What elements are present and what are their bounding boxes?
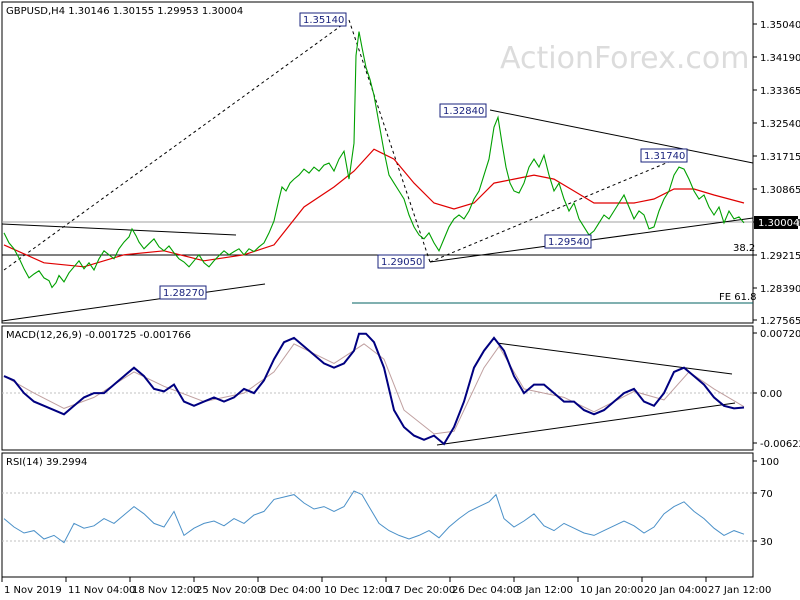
macd-panel-frame (1, 325, 754, 451)
price-y-tick-label-3: 1.32540 (760, 119, 800, 130)
x-tick-label-1: 11 Nov 04:00 (68, 585, 135, 596)
callout-131740: 1.31740 (640, 148, 688, 163)
macd-layer (2, 332, 753, 446)
rsi-y-axis: 100 70 30 (753, 457, 779, 548)
price-y-tick-label-4: 1.31715 (760, 152, 800, 163)
current-price-tag: 1.30004 (754, 216, 799, 229)
callout-129050: 1.29050 (377, 254, 425, 269)
callout-129050-text: 1.29050 (381, 257, 422, 268)
x-tick-label-2: 18 Nov 12:00 (132, 585, 199, 596)
fib-38-label: 38.2 (733, 243, 755, 254)
x-tick-label-3: 25 Nov 20:00 (196, 585, 263, 596)
x-tick-label-11: 27 Jan 12:00 (708, 585, 771, 596)
callout-128270-text: 1.28270 (163, 288, 204, 299)
rsi-label: RSI(14) 39.2994 (6, 457, 87, 468)
moving-average-line (3, 148, 745, 268)
left-upper-trendline (1, 223, 237, 236)
callout-131740-text: 1.31740 (644, 151, 685, 162)
dotted-right-uptrend (429, 152, 691, 263)
triangle-upper-trendline (489, 109, 754, 164)
x-tick-label-10: 20 Jan 04:00 (644, 585, 707, 596)
rsi-layer (2, 490, 753, 544)
x-tick-label-8: 3 Jan 12:00 (516, 585, 573, 596)
x-tick-label-5: 10 Dec 12:00 (324, 585, 391, 596)
macd-main-line (3, 332, 745, 446)
rsi-panel-frame (1, 452, 754, 578)
x-tick-label-9: 10 Jan 20:00 (580, 585, 643, 596)
dotted-down-line (348, 19, 431, 263)
price-y-tick-label-1: 1.34190 (760, 53, 800, 64)
x-tick-label-4: 3 Dec 04:00 (260, 585, 321, 596)
price-y-tick-label-0: 1.35040 (760, 20, 800, 31)
left-lower-trendline (1, 283, 266, 322)
price-y-tick-label-5: 1.30865 (760, 185, 800, 196)
rsi-y-tick-label-1: 70 (760, 489, 773, 500)
rsi-y-tick-label-2: 30 (760, 537, 773, 548)
chart-title: GBPUSD,H4 1.30146 1.30155 1.29953 1.3000… (6, 6, 243, 17)
rsi-line (3, 490, 745, 544)
price-layer: 38.2 FE 61.8 1.35140 1.32840 1.31740 1.2… (1, 12, 757, 322)
macd-upper-trendline (496, 342, 733, 375)
x-tick-label-0: 1 Nov 2019 (4, 585, 62, 596)
callout-128270: 1.28270 (159, 285, 207, 300)
callout-135140: 1.35140 (299, 12, 347, 27)
callout-129540: 1.29540 (544, 234, 592, 249)
price-series-line (3, 31, 745, 289)
macd-y-tick-label-1: 0.00 (760, 389, 782, 400)
x-tick-label-6: 17 Dec 20:00 (388, 585, 455, 596)
callout-132840-text: 1.32840 (443, 106, 484, 117)
macd-signal-line (3, 343, 745, 435)
dotted-uptrend-line (3, 19, 350, 271)
macd-y-axis: 0.007201 0.00 -0.006229 (753, 329, 800, 450)
current-price-tag-text: 1.30004 (758, 218, 799, 229)
price-y-tick-label-2: 1.33365 (760, 86, 800, 97)
fe-61-label: FE 61.8 (719, 292, 757, 303)
callout-132840: 1.32840 (439, 103, 487, 118)
price-y-tick-label-7: 1.29215 (760, 251, 800, 262)
watermark: ActionForex.com (500, 41, 749, 76)
macd-label: MACD(12,26,9) -0.001725 -0.001766 (6, 330, 191, 341)
price-y-tick-label-9: 1.27565 (760, 316, 800, 327)
rsi-y-tick-label-0: 100 (760, 457, 779, 468)
macd-lower-trendline (436, 402, 736, 446)
macd-y-tick-label-0: 0.007201 (760, 329, 800, 340)
callout-129540-text: 1.29540 (548, 237, 589, 248)
price-y-tick-label-8: 1.28390 (760, 284, 800, 295)
callout-135140-text: 1.35140 (303, 15, 344, 26)
macd-y-tick-label-2: -0.006229 (760, 439, 800, 450)
x-tick-label-7: 26 Dec 04:00 (452, 585, 519, 596)
